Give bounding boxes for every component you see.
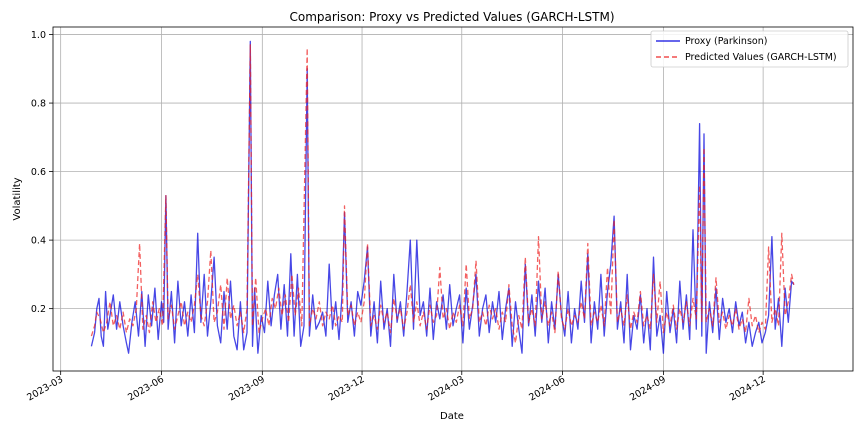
y-tick-label: 0.6 <box>31 167 46 178</box>
chart-title: Comparison: Proxy vs Predicted Values (G… <box>289 10 614 24</box>
y-tick-label: 1.0 <box>31 30 46 41</box>
legend-label-proxy: Proxy (Parkinson) <box>685 36 767 47</box>
plot-frame <box>52 26 854 372</box>
x-tick-label: 2023-09 <box>227 374 267 403</box>
legend-label-predicted: Predicted Values (GARCH-LSTM) <box>685 52 837 63</box>
series-layer <box>90 40 795 354</box>
y-tick-label: 0.8 <box>31 99 46 110</box>
x-tick-label: 2023-03 <box>25 374 65 403</box>
x-tick-label: 2023-06 <box>126 374 166 403</box>
legend-box <box>650 30 849 68</box>
x-tick-label: 2024-12 <box>728 374 768 403</box>
x-axis: 2023-03 2023-06 2023-09 2023-12 2024-03 2024-… <box>25 371 768 403</box>
predicted-series-line <box>90 44 795 344</box>
x-tick-label: 2024-06 <box>527 374 567 403</box>
y-tick-label: 0.2 <box>31 304 46 315</box>
y-axis-label: Volatility <box>12 177 23 220</box>
x-tick-label: 2023-12 <box>327 374 367 403</box>
x-tick-label: 2024-09 <box>628 374 668 403</box>
x-axis-label: Date <box>440 411 464 422</box>
x-tick-label: 2024-03 <box>426 374 466 403</box>
y-axis: 0.2 0.4 0.6 0.8 1.0 <box>31 30 53 315</box>
proxy-series-line <box>90 40 795 354</box>
legend: Proxy (Parkinson) Predicted Values (GARC… <box>650 30 849 68</box>
y-tick-label: 0.4 <box>31 236 46 247</box>
